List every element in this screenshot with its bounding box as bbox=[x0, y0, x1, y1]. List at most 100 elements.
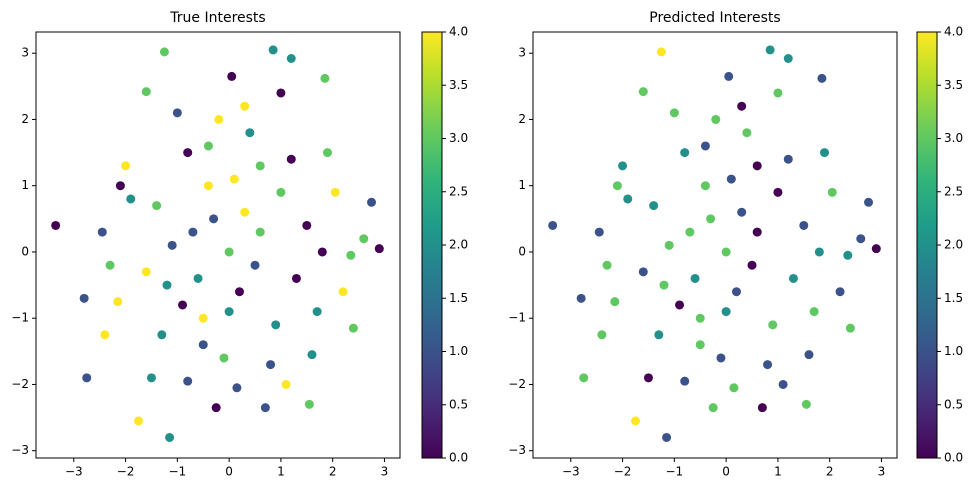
scatter-point bbox=[711, 114, 721, 124]
scatter-point bbox=[747, 260, 757, 270]
scatter-point bbox=[302, 220, 312, 230]
scatter-point bbox=[79, 293, 89, 303]
scatter-point bbox=[864, 197, 874, 207]
scatter-point bbox=[721, 307, 731, 317]
scatter-point bbox=[183, 376, 193, 386]
scatter-point bbox=[338, 287, 348, 297]
scatter-point bbox=[172, 108, 182, 118]
scatter-point bbox=[856, 234, 866, 244]
colorbar-tick-label: 4.0 bbox=[449, 25, 468, 39]
colorbar-tick-label: 1.0 bbox=[449, 344, 468, 358]
scatter-point bbox=[209, 214, 219, 224]
colorbar-tick-label: 2.5 bbox=[449, 184, 468, 198]
scatter-point bbox=[752, 227, 762, 237]
scatter-point bbox=[271, 320, 281, 330]
scatter-point bbox=[260, 403, 270, 413]
scatter-point bbox=[224, 307, 234, 317]
y-tick-label: 0 bbox=[518, 244, 526, 258]
scatter-point bbox=[669, 108, 679, 118]
scatter-point bbox=[675, 300, 685, 310]
colorbar bbox=[916, 31, 938, 459]
scatter-point bbox=[229, 174, 239, 184]
scatter-point bbox=[105, 260, 115, 270]
y-tick-label: −2 bbox=[508, 377, 526, 391]
x-tick-label: 3 bbox=[878, 465, 886, 479]
scatter-point bbox=[245, 128, 255, 138]
scatter-point bbox=[97, 227, 107, 237]
scatter-point bbox=[801, 399, 811, 409]
scatter-point bbox=[757, 403, 767, 413]
scatter-point bbox=[778, 379, 788, 389]
scatter-point bbox=[817, 73, 827, 83]
scatter-point bbox=[183, 148, 193, 158]
scatter-point bbox=[320, 73, 330, 83]
scatter-point bbox=[240, 207, 250, 217]
scatter-point bbox=[193, 273, 203, 283]
colorbar-tick-label: 3.0 bbox=[449, 131, 468, 145]
scatter-point bbox=[152, 201, 162, 211]
scatter-point bbox=[662, 432, 672, 442]
colorbar-tick-label: 1.5 bbox=[944, 291, 963, 305]
scatter-point bbox=[240, 101, 250, 111]
x-tick-label: −3 bbox=[65, 465, 83, 479]
scatter-point bbox=[157, 330, 167, 340]
scatter-point bbox=[224, 247, 234, 257]
scatter-point bbox=[827, 187, 837, 197]
scatter-point bbox=[700, 141, 710, 151]
scatter-point bbox=[804, 350, 814, 360]
scatter-point bbox=[618, 161, 628, 171]
x-tick-label: 3 bbox=[381, 465, 389, 479]
scatter-point bbox=[121, 161, 131, 171]
scatter-point bbox=[141, 267, 151, 277]
scatter-point bbox=[643, 373, 653, 383]
scatter-point bbox=[594, 227, 604, 237]
y-tick-label: 3 bbox=[518, 46, 526, 60]
axes-frame bbox=[532, 31, 898, 459]
scatter-point bbox=[178, 300, 188, 310]
scatter-point bbox=[367, 197, 377, 207]
scatter-point bbox=[214, 114, 224, 124]
scatter-point bbox=[82, 373, 92, 383]
scatter-point bbox=[638, 87, 648, 97]
colorbar-tick-label: 1.5 bbox=[449, 291, 468, 305]
colorbar-tick-label: 2.0 bbox=[449, 238, 468, 252]
scatter-point bbox=[227, 71, 237, 81]
scatter-point bbox=[162, 280, 172, 290]
x-tick-label: −1 bbox=[666, 465, 684, 479]
points bbox=[548, 45, 881, 442]
scatter-point bbox=[724, 71, 734, 81]
scatter-point bbox=[374, 244, 384, 254]
scatter-point bbox=[304, 399, 314, 409]
x-tick-label: −1 bbox=[169, 465, 187, 479]
scatter-point bbox=[348, 323, 358, 333]
scatter-point bbox=[286, 54, 296, 64]
scatter-point bbox=[276, 187, 286, 197]
scatter-point bbox=[268, 45, 278, 55]
scatter-point bbox=[211, 403, 221, 413]
scatter-point bbox=[773, 88, 783, 98]
scatter-point bbox=[623, 194, 633, 204]
scatter-point bbox=[159, 47, 169, 57]
scatter-point bbox=[843, 250, 853, 260]
scatter-point bbox=[219, 353, 229, 363]
scatter-point bbox=[146, 373, 156, 383]
scatter-point bbox=[690, 273, 700, 283]
scatter-point bbox=[255, 227, 265, 237]
scatter-point bbox=[708, 403, 718, 413]
colorbar-tick-label: 0.5 bbox=[944, 397, 963, 411]
scatter-point bbox=[783, 154, 793, 164]
scatter-point bbox=[167, 240, 177, 250]
scatter-point bbox=[716, 353, 726, 363]
x-tick-label: −3 bbox=[562, 465, 580, 479]
y-tick-label: 3 bbox=[21, 46, 29, 60]
scatter-point bbox=[737, 101, 747, 111]
scatter-point bbox=[115, 181, 125, 191]
scatter-point bbox=[291, 273, 301, 283]
scatter-point bbox=[799, 220, 809, 230]
scatter-point bbox=[685, 227, 695, 237]
y-tick-label: 0 bbox=[21, 244, 29, 258]
scatter-point bbox=[680, 376, 690, 386]
scatter-point bbox=[835, 287, 845, 297]
x-tick-label: −2 bbox=[117, 465, 135, 479]
plot: True Interests −3 −2 −1 0 1 2 3 −3 −2 −1 0 1 2 3 0.0 0.5… bbox=[11, 10, 468, 479]
